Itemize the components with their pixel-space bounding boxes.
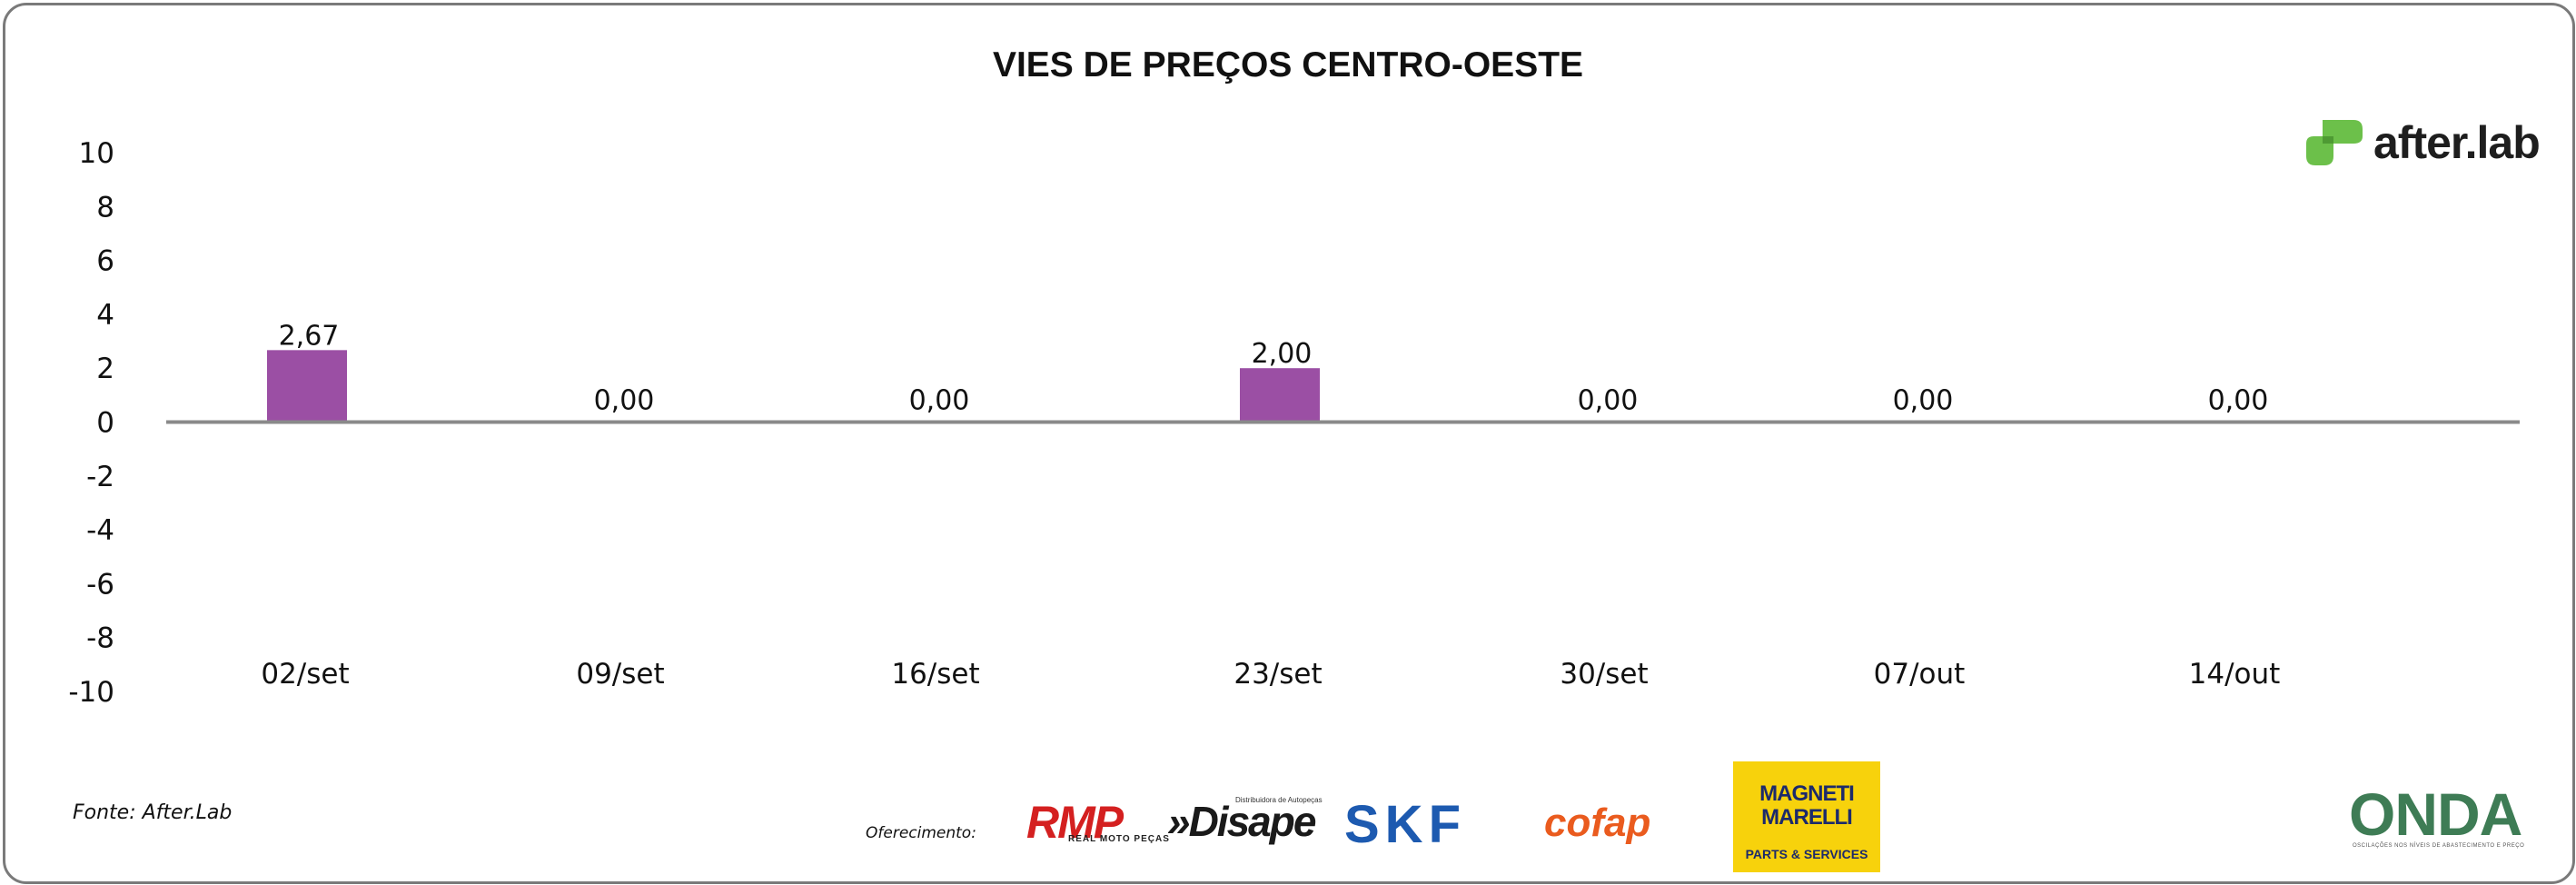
- sponsor-label: Oferecimento:: [866, 824, 976, 842]
- data-label: 0,00: [2208, 385, 2269, 417]
- bars: [267, 350, 1320, 423]
- chart-title: VIES DE PREÇOS CENTRO-OESTE: [992, 45, 1584, 85]
- x-axis-ticks: 02/set 09/set 16/set 23/set 30/set 07/out 14/o…: [261, 658, 2280, 691]
- x-tick-label: 09/set: [576, 658, 664, 691]
- data-label: 0,00: [1578, 385, 1639, 417]
- chart-frame: [3, 3, 2575, 884]
- onda-logo-subtitle: OSCILAÇÕES NOS NÍVEIS DE ABASTECIMENTO E…: [2353, 843, 2525, 849]
- magneti-logo-line1: MAGNETI: [1759, 781, 1855, 806]
- data-label: 0,00: [1893, 385, 1954, 417]
- y-tick-label: -2: [86, 461, 114, 493]
- data-label: 0,00: [909, 385, 970, 417]
- y-tick-label: -8: [86, 622, 114, 655]
- y-tick-label: -4: [86, 514, 114, 547]
- y-tick-label: 10: [79, 137, 114, 170]
- bar-02-set: [267, 350, 347, 423]
- x-tick-label: 23/set: [1234, 658, 1322, 691]
- skf-logo: SKF: [1344, 795, 1466, 854]
- bar-23-set: [1240, 368, 1320, 423]
- y-tick-label: 8: [96, 191, 114, 224]
- data-labels: 2,67 0,00 0,00 2,00 0,00 0,00 0,00: [279, 320, 2269, 416]
- onda-logo: ONDA: [2349, 781, 2522, 848]
- x-tick-label: 16/set: [891, 658, 979, 691]
- data-label: 0,00: [594, 385, 655, 417]
- y-axis-ticks: 10 8 6 4 2 0 -2 -4 -6 -8 -10: [68, 137, 114, 709]
- afterlab-logo-text: after.lab: [2373, 117, 2541, 168]
- disape-logo-subtitle: Distribuidora de Autopeças: [1235, 796, 1323, 804]
- data-label: 2,00: [1252, 338, 1313, 370]
- y-tick-label: 2: [96, 353, 114, 385]
- afterlab-leaf-icon: [2306, 120, 2363, 165]
- y-tick-label: 4: [96, 299, 114, 332]
- y-tick-label: 0: [96, 407, 114, 440]
- source-note: Fonte: After.Lab: [73, 801, 233, 824]
- disape-logo: »Disape: [1167, 798, 1316, 845]
- magneti-logo-line3: PARTS & SERVICES: [1745, 847, 1868, 861]
- x-tick-label: 07/out: [1874, 658, 1966, 691]
- x-tick-label: 30/set: [1560, 658, 1648, 691]
- x-tick-label: 14/out: [2189, 658, 2281, 691]
- cofap-logo: cofap: [1544, 800, 1651, 845]
- data-label: 2,67: [279, 320, 340, 352]
- rmp-logo-subtitle: REAL MOTO PEÇAS: [1068, 834, 1170, 844]
- magneti-logo-line2: MARELLI: [1761, 805, 1853, 830]
- y-tick-label: 6: [96, 245, 114, 278]
- afterlab-logo: after.lab: [2303, 116, 2541, 169]
- y-tick-label: -6: [86, 568, 114, 601]
- y-tick-label: -10: [68, 676, 114, 709]
- magneti-marelli-logo: MAGNETI MARELLI PARTS & SERVICES: [1733, 761, 1880, 872]
- rmp-logo: RMP: [1026, 797, 1124, 848]
- x-tick-label: 02/set: [261, 658, 349, 691]
